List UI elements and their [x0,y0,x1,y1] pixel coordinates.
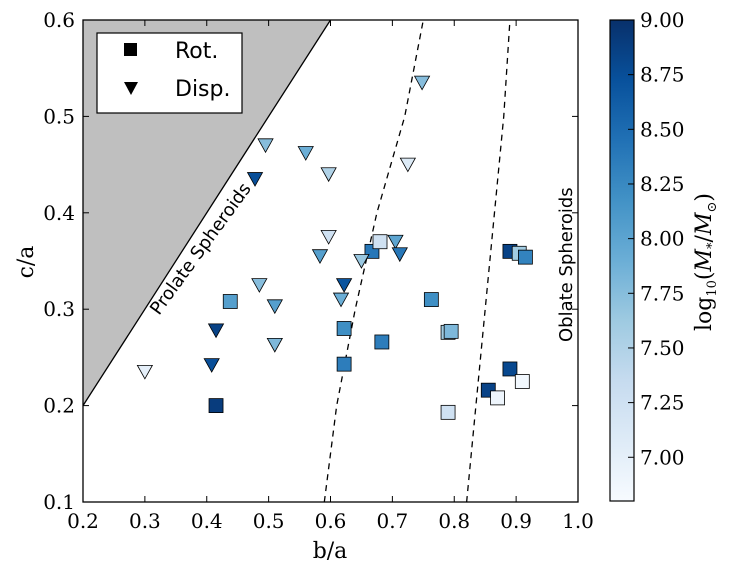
x-tick-label-0: 0.2 [67,509,99,533]
disp-marker-3 [207,323,225,339]
x-tick-label-3: 0.5 [253,509,285,533]
disp-marker-14 [335,278,353,293]
x-tick-label-1: 0.3 [129,509,161,533]
disp-marker-12 [320,229,337,245]
legend-box [96,32,243,114]
x-axis-label: b/a [313,539,348,564]
x-tick-label-5: 0.7 [376,509,408,533]
disp-marker-8 [266,337,283,353]
y-tick-label-5: 0.6 [43,8,75,32]
disp-marker-2 [203,358,220,373]
rot-marker-10 [443,323,459,339]
y-tick-label-3: 0.4 [43,201,75,225]
colorbar-tick-label-0: 7.00 [640,445,685,469]
disp-marker-7 [266,299,283,315]
y-tick-label-2: 0.3 [43,297,75,321]
rot-marker-14 [502,361,518,377]
disp-marker-18 [399,157,417,173]
disp-marker-5 [251,278,268,293]
x-tick-label-8: 1.0 [562,509,594,533]
oblate-label: Oblate Spheroids [556,187,577,342]
disp-marker-9 [297,146,314,161]
rot-marker-7 [374,334,390,350]
y-axis-label: c/a [14,246,39,279]
x-tick-label-7: 0.9 [500,509,532,533]
rot-marker-6 [372,234,388,250]
disp-marker-13 [332,292,350,308]
rot-marker-3 [336,321,352,336]
x-tick-label-2: 0.4 [191,509,223,533]
disp-marker-15 [353,254,370,269]
disp-marker-17 [391,247,408,263]
x-tick-label-6: 0.8 [438,509,470,533]
rot-marker-13 [490,390,505,406]
disp-marker-1 [136,364,154,380]
colorbar-tick-label-4: 8.00 [640,227,685,251]
rot-marker-18 [518,249,533,265]
rot-marker-17 [514,374,530,389]
legend-disp-label: Disp. [175,77,230,102]
disp-marker-6 [257,138,274,154]
colorbar-tick-label-8: 9.00 [640,8,685,32]
colorbar-tick-label-7: 8.75 [640,63,685,87]
colorbar-tick-label-3: 7.75 [640,281,685,305]
colorbar-tick-label-6: 8.50 [640,117,685,141]
legend: Rot. Disp. [96,32,243,114]
rot-marker-2 [222,294,238,309]
legend-square-marker [124,43,137,56]
colorbar-tick-label-5: 8.25 [640,172,685,196]
dashed-curve-1 [323,20,424,502]
disp-marker-16 [387,234,404,250]
prolate-boundary-line [82,19,332,406]
rot-marker-1 [208,398,224,414]
disp-marker-19 [413,75,431,91]
colorbar-tick-label-2: 7.50 [640,336,685,360]
dashed-curve-2 [465,20,511,502]
colorbar [609,19,635,502]
y-tick-label-4: 0.5 [43,104,75,128]
rot-marker-8 [423,292,439,307]
rot-marker-11 [440,404,456,420]
legend-rot-label: Rot. [175,39,218,64]
legend-triangle-marker [124,82,138,95]
rot-marker-4 [336,356,352,372]
y-tick-label-0: 0.1 [43,490,75,514]
y-tick-label-1: 0.2 [43,394,75,418]
colorbar-tick-label-1: 7.25 [640,391,685,415]
disp-marker-11 [320,167,337,183]
disp-marker-10 [311,249,329,265]
x-tick-label-4: 0.6 [315,509,347,533]
disp-marker-4 [246,172,264,187]
colorbar-label: log10(M*/M⊙) [692,193,720,331]
